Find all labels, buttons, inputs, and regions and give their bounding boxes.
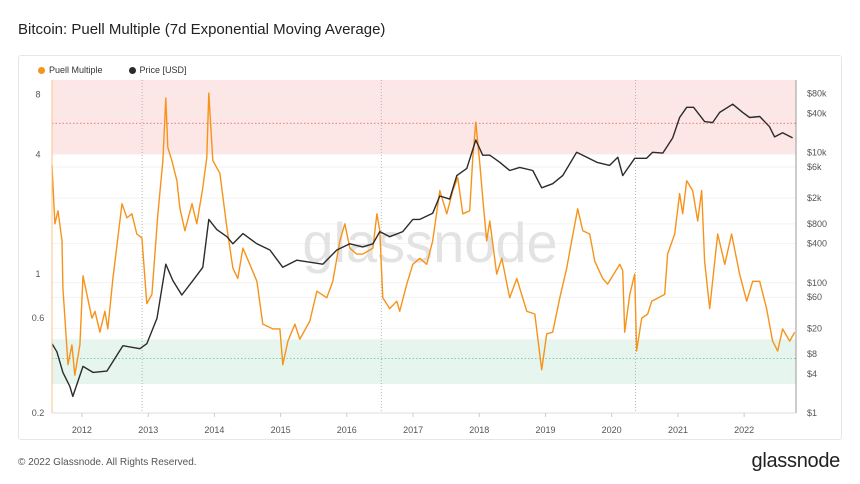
left-tick-label: 4 [35, 149, 40, 159]
left-tick-label: 8 [35, 90, 40, 100]
left-tick-label: 0.6 [32, 313, 45, 323]
price-line [51, 103, 793, 398]
right-tick-label: $10k [807, 148, 827, 158]
right-tick-label: $100 [807, 278, 827, 288]
copyright: © 2022 Glassnode. All Rights Reserved. [18, 457, 197, 468]
right-tick-label: $6k [807, 162, 822, 172]
legend-label: Puell Multiple [49, 65, 103, 75]
x-tick-label: 2013 [138, 425, 158, 435]
x-tick-label: 2015 [271, 425, 291, 435]
x-tick-label: 2017 [403, 425, 423, 435]
right-tick-label: $400 [807, 239, 827, 249]
left-tick-label: 0.2 [32, 408, 45, 418]
x-tick-label: 2012 [72, 425, 92, 435]
right-tick-label: $800 [807, 219, 827, 229]
right-tick-label: $40k [807, 108, 827, 118]
legend-dot-icon [128, 66, 136, 74]
watermark: glassnode [302, 211, 557, 274]
x-tick-label: 2021 [668, 425, 688, 435]
page-title: Bitcoin: Puell Multiple (7d Exponential … [18, 21, 386, 38]
puell-multiple-line [51, 92, 796, 376]
x-tick-label: 2014 [204, 425, 224, 435]
glassnode-logo: glassnode [751, 450, 841, 472]
x-tick-label: 2020 [602, 425, 622, 435]
right-tick-label: $2k [807, 193, 822, 203]
legend-dot-icon [38, 66, 45, 74]
right-tick-label: $80k [807, 89, 827, 99]
chart-card [18, 55, 842, 440]
overvalued-band [52, 80, 796, 155]
legend-item-puell[interactable]: Puell Multiple [38, 65, 103, 75]
x-tick-label: 2016 [337, 425, 357, 435]
right-tick-label: $20 [807, 323, 822, 333]
legend-item-price[interactable]: Price [USD] [128, 65, 187, 75]
right-tick-label: $4 [807, 369, 817, 379]
x-tick-label: 2019 [535, 425, 555, 435]
right-tick-label: $1 [807, 408, 817, 418]
x-tick-label: 2018 [469, 425, 489, 435]
right-tick-label: $60 [807, 292, 822, 302]
right-tick-label: $8 [807, 349, 817, 359]
x-tick-label: 2022 [734, 425, 754, 435]
legend: Puell Multiple Price [USD] [38, 65, 187, 75]
undervalued-band [52, 339, 796, 384]
left-tick-label: 1 [35, 269, 40, 279]
legend-label: Price [USD] [139, 65, 187, 75]
